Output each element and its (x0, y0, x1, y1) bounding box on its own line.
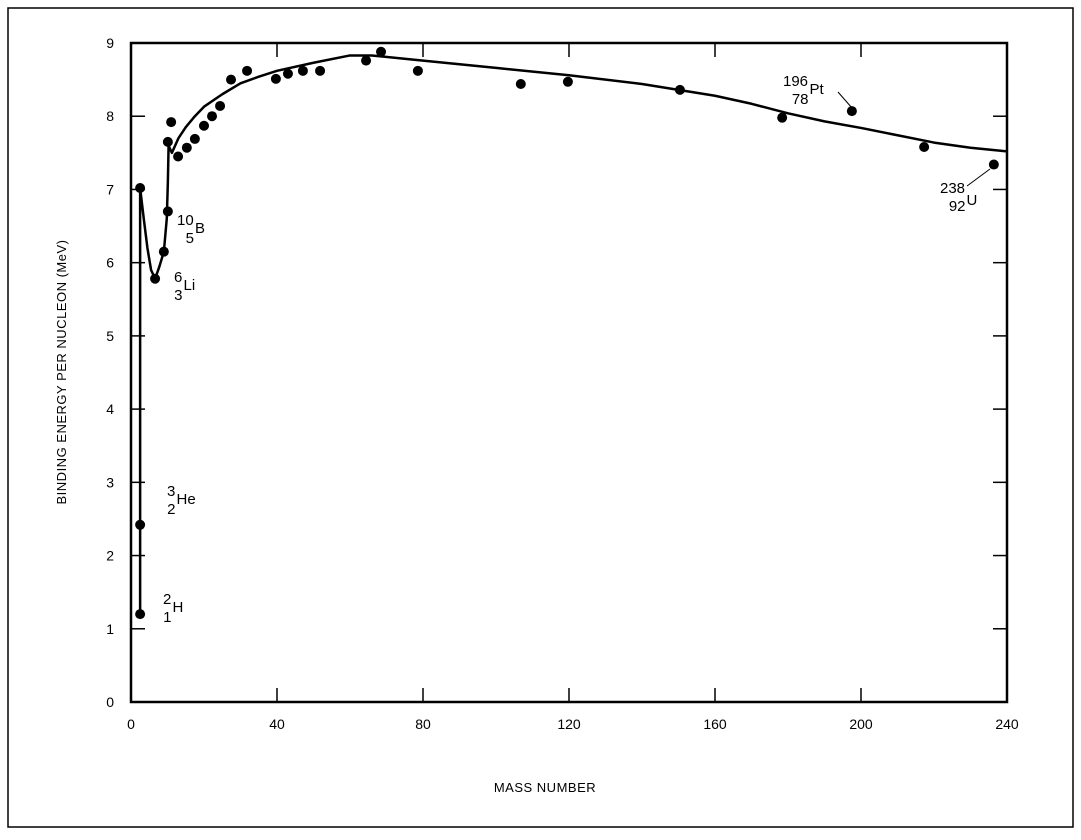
x-tick-label: 200 (849, 716, 873, 732)
data-point (150, 273, 161, 284)
data-point (361, 55, 372, 66)
mass-number: 6 (174, 269, 182, 286)
y-tick-label: 7 (106, 181, 114, 197)
data-point (270, 73, 281, 84)
data-point (162, 136, 173, 147)
data-point (181, 142, 192, 153)
data-point (846, 106, 857, 117)
atomic-number: 92 (949, 198, 966, 215)
element-symbol: Li (184, 277, 196, 294)
data-point (189, 133, 200, 144)
atomic-number: 2 (167, 501, 175, 518)
data-point (199, 120, 209, 131)
atomic-number: 1 (163, 609, 171, 626)
data-point (166, 117, 177, 128)
data-point (215, 100, 226, 111)
data-point (777, 112, 788, 123)
x-tick-label: 120 (557, 716, 581, 732)
mass-number: 3 (167, 483, 175, 500)
mass-number: 10 (177, 212, 194, 229)
data-point (282, 68, 293, 79)
plot-area (129, 41, 1009, 704)
mass-number: 238 (940, 180, 965, 197)
mass-number: 196 (783, 73, 808, 90)
data-point (242, 65, 253, 76)
x-tick-label: 160 (703, 716, 727, 732)
data-point (515, 79, 526, 90)
mass-number: 2 (163, 591, 171, 608)
y-tick-label: 0 (106, 694, 114, 710)
y-tick-label: 1 (106, 621, 114, 637)
element-symbol: Pt (810, 81, 825, 98)
y-tick-label: 6 (106, 255, 114, 271)
element-symbol: He (177, 491, 196, 508)
y-tick-label: 2 (106, 548, 114, 564)
x-tick-label: 40 (269, 716, 285, 732)
atomic-number: 5 (186, 230, 194, 247)
element-symbol: H (173, 599, 184, 616)
x-tick-label: 80 (415, 716, 431, 732)
element-symbol: B (195, 220, 205, 237)
x-axis-label: MASS NUMBER (494, 780, 596, 795)
atomic-number: 78 (792, 91, 809, 108)
data-point (173, 151, 184, 162)
data-point (162, 206, 173, 217)
data-point (562, 76, 573, 87)
y-tick-label: 8 (106, 108, 114, 124)
data-point (412, 65, 423, 76)
data-point (297, 65, 308, 76)
y-tick-label: 4 (106, 401, 114, 417)
atomic-number: 3 (174, 287, 182, 304)
y-tick-label: 9 (106, 35, 114, 51)
leader-line (837, 91, 853, 109)
data-point (315, 65, 326, 76)
data-point (674, 84, 685, 95)
fit-curve (138, 54, 1008, 615)
data-point (226, 74, 237, 85)
data-point (376, 46, 387, 57)
outer-frame (7, 7, 1074, 828)
y-axis-label: BINDING ENERGY PER NUCLEON (MeV) (54, 240, 69, 505)
data-point (988, 159, 999, 170)
y-tick-label: 5 (106, 328, 114, 344)
data-point (135, 609, 146, 620)
data-point (158, 246, 169, 257)
data-point (919, 141, 930, 152)
x-tick-label: 240 (995, 716, 1019, 732)
data-points (135, 46, 999, 620)
fit-curve-line (138, 54, 1008, 615)
data-point (135, 519, 146, 530)
data-point (135, 182, 146, 193)
data-point (207, 111, 218, 122)
isotope-label-h: 21H (163, 591, 183, 626)
x-tick-label: 0 (127, 716, 135, 732)
element-symbol: U (967, 192, 978, 209)
leader-line (966, 168, 991, 187)
y-tick-label: 3 (106, 474, 114, 490)
